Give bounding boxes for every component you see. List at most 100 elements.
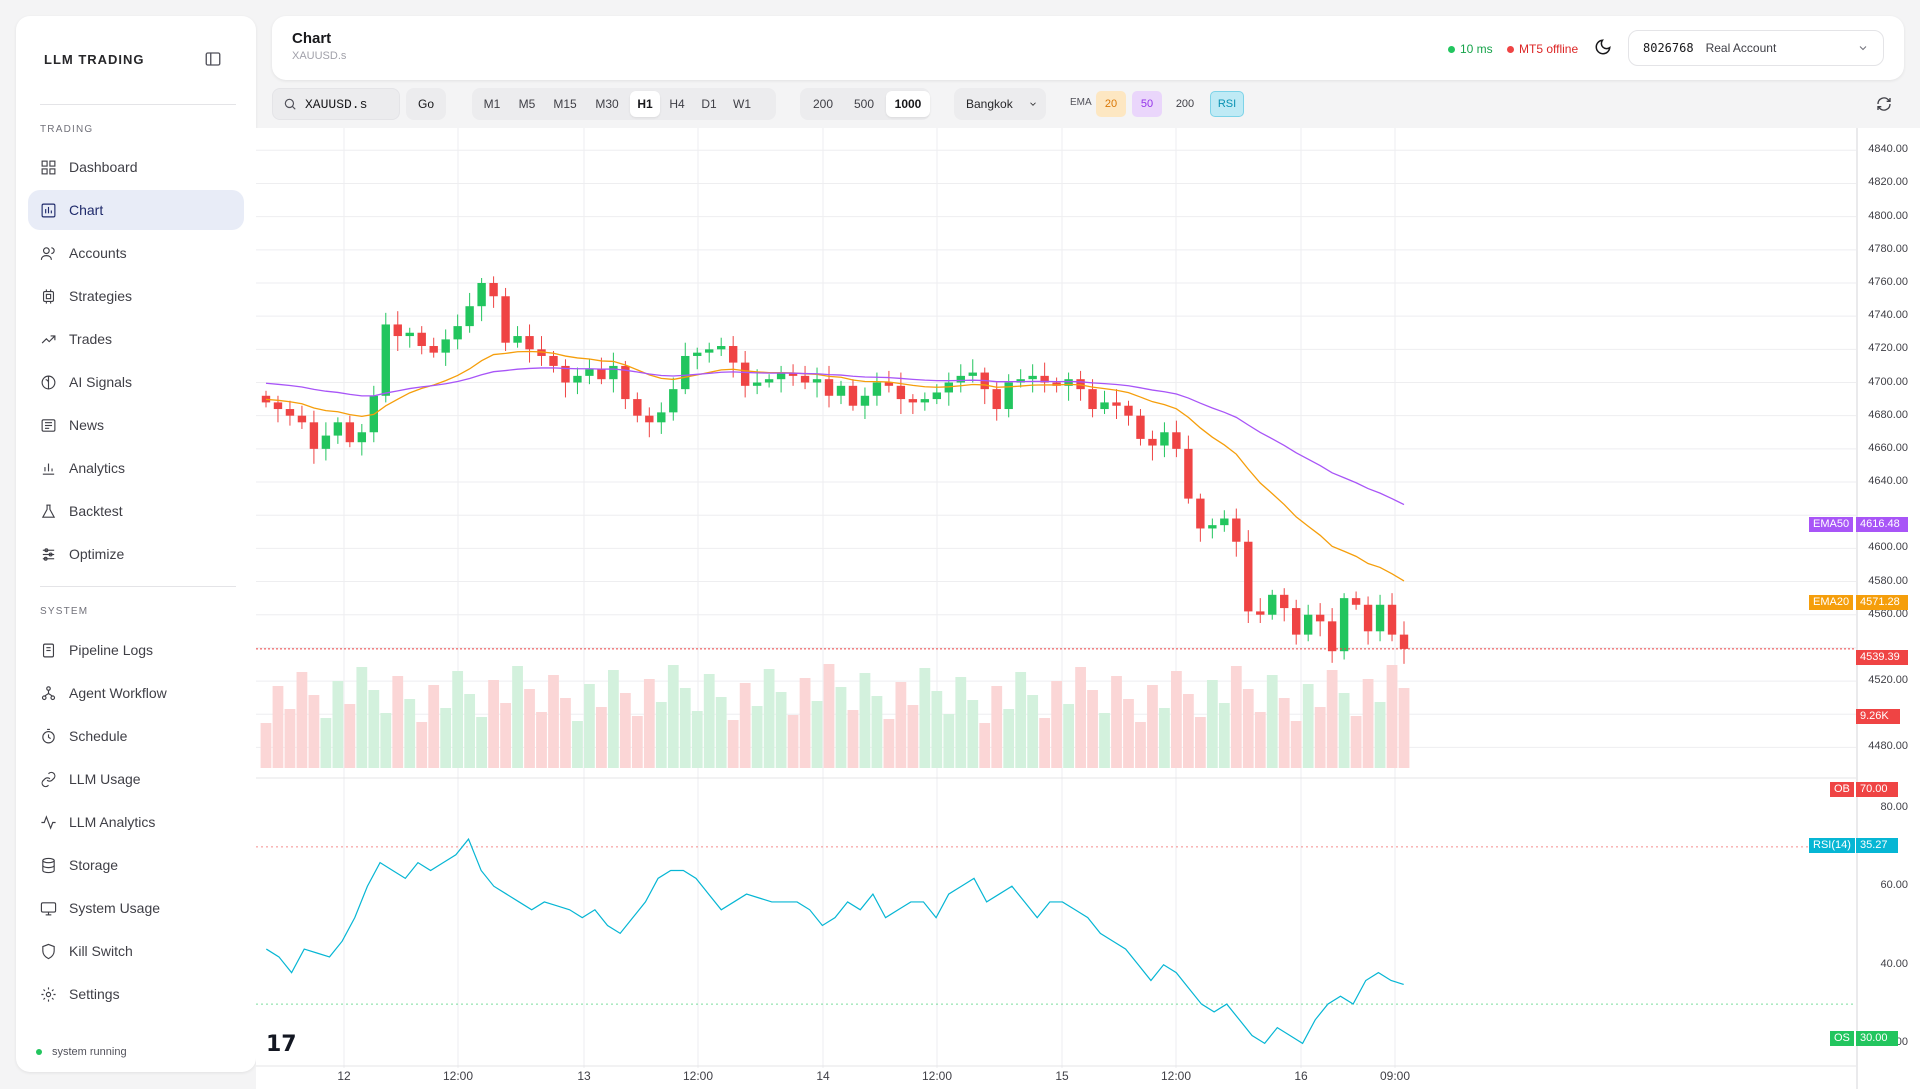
sidebar-item-ai-signals[interactable]: AI Signals xyxy=(28,362,244,402)
candle-body xyxy=(1303,614,1313,635)
volume-bar xyxy=(883,719,895,768)
sidebar-item-label: Strategies xyxy=(69,288,133,304)
volume-bar xyxy=(631,716,643,768)
ema200-toggle[interactable]: 200 xyxy=(1175,98,1195,110)
rsi-tick-label: 40.00 xyxy=(1880,957,1908,970)
volume-bar xyxy=(500,703,511,768)
volume-bar xyxy=(1051,681,1063,768)
time-tick-label: 15 xyxy=(1055,1069,1069,1083)
bars-200[interactable]: 200 xyxy=(812,97,834,111)
price-tick-label: 4720.00 xyxy=(1868,342,1908,355)
account-select[interactable]: 8026768 Real Account xyxy=(1628,30,1884,66)
users-icon xyxy=(40,246,55,260)
chart-panel[interactable]: 4840.00 4820.00 4800.00 4780.00 4760.00 4740.… xyxy=(256,128,1920,1089)
volume-bar xyxy=(1206,680,1218,768)
sidebar-item-llm-usage[interactable]: LLM Usage xyxy=(28,759,244,799)
time-tick-label: 13 xyxy=(577,1069,591,1083)
volume-bar xyxy=(979,723,991,768)
volume-bar xyxy=(1338,693,1350,768)
volume-bar xyxy=(859,673,871,768)
price-chart[interactable] xyxy=(256,128,1920,1089)
bars-1000[interactable]: 1000 xyxy=(886,91,930,117)
ema20-line xyxy=(265,350,1405,582)
symbol-search[interactable] xyxy=(272,88,400,120)
sidebar-item-dashboard[interactable]: Dashboard xyxy=(28,147,244,187)
price-tick-label: 4640.00 xyxy=(1868,475,1908,488)
timeframe-d1[interactable]: D1 xyxy=(701,97,717,111)
volume-bar xyxy=(1302,684,1314,768)
timeframe-m5[interactable]: M5 xyxy=(518,97,536,111)
candle-body xyxy=(297,415,307,423)
candle-body xyxy=(800,375,810,383)
candle-body xyxy=(968,372,977,376)
section-label-trading: TRADING xyxy=(40,124,94,135)
sidebar-item-strategies[interactable]: Strategies xyxy=(28,276,244,316)
refresh-icon[interactable] xyxy=(1876,96,1892,112)
volume-bar xyxy=(1123,699,1134,768)
price-tick-label: 4520.00 xyxy=(1868,674,1908,687)
sidebar-item-schedule[interactable]: Schedule xyxy=(28,716,244,756)
sidebar-item-kill-switch[interactable]: Kill Switch xyxy=(28,931,244,971)
ema50-line xyxy=(265,367,1405,506)
sidebar-item-trades[interactable]: Trades xyxy=(28,319,244,359)
volume-bar xyxy=(440,708,452,768)
volume-bar xyxy=(1326,670,1338,768)
sidebar-item-label: Pipeline Logs xyxy=(69,642,154,658)
symbol-input[interactable] xyxy=(305,96,395,112)
timeframe-h4[interactable]: H4 xyxy=(669,97,685,111)
volume-bar xyxy=(452,671,464,768)
bars-500[interactable]: 500 xyxy=(853,97,875,111)
moon-icon[interactable] xyxy=(1594,38,1612,56)
header: Chart XAUUSD.s 10 ms MT5 offline 8026768… xyxy=(272,16,1904,80)
ema20-toggle[interactable]: 20 xyxy=(1096,91,1126,117)
timeframe-m30[interactable]: M30 xyxy=(595,97,619,111)
volume-bar xyxy=(536,712,547,768)
candle-body xyxy=(1399,634,1409,649)
volume-bar xyxy=(739,683,751,768)
timezone-select[interactable]: Bangkok xyxy=(954,88,1046,120)
sidebar-toggle-icon[interactable] xyxy=(204,50,222,68)
volume-tag: 9.26K xyxy=(1856,709,1900,724)
timeframe-m1[interactable]: M1 xyxy=(483,97,501,111)
sidebar-item-label: Storage xyxy=(69,857,119,873)
sidebar-item-llm-analytics[interactable]: LLM Analytics xyxy=(28,802,244,842)
go-button[interactable]: Go xyxy=(406,88,446,120)
sidebar-item-chart[interactable]: Chart xyxy=(28,190,244,230)
candle-body xyxy=(932,392,942,400)
sidebar-item-label: Dashboard xyxy=(69,159,138,175)
time-tick-label: 12:00 xyxy=(921,1069,953,1083)
volume-bar xyxy=(1075,667,1086,768)
volume-bar xyxy=(775,692,787,768)
newspaper-icon xyxy=(41,418,56,432)
sidebar-item-news[interactable]: News xyxy=(28,405,244,445)
candle-body xyxy=(537,349,546,356)
timeframe-m15[interactable]: M15 xyxy=(553,97,577,111)
sidebar-item-analytics[interactable]: Analytics xyxy=(28,448,244,488)
timeframe-w1[interactable]: W1 xyxy=(733,97,751,111)
ema50-toggle[interactable]: 50 xyxy=(1132,91,1162,117)
volume-bar xyxy=(691,711,703,768)
candle-body xyxy=(1387,604,1397,635)
sidebar-item-system-usage[interactable]: System Usage xyxy=(28,888,244,928)
sidebar-item-label: Backtest xyxy=(69,503,123,519)
candle-body xyxy=(597,369,606,380)
volume-bar xyxy=(464,694,476,768)
sidebar-item-pipeline-logs[interactable]: Pipeline Logs xyxy=(28,630,244,670)
rsi-toggle[interactable]: RSI xyxy=(1210,91,1244,117)
sidebar-item-settings[interactable]: Settings xyxy=(28,974,244,1014)
price-tick-label: 4600.00 xyxy=(1868,541,1908,554)
sidebar-item-backtest[interactable]: Backtest xyxy=(28,491,244,531)
timeframe-h1[interactable]: H1 xyxy=(630,91,660,117)
candle-body xyxy=(1016,379,1025,383)
sliders-icon xyxy=(42,547,55,561)
sidebar-item-accounts[interactable]: Accounts xyxy=(28,233,244,273)
sidebar-item-storage[interactable]: Storage xyxy=(28,845,244,885)
candle-body xyxy=(1112,402,1121,406)
database-icon xyxy=(42,857,55,873)
sidebar-item-optimize[interactable]: Optimize xyxy=(28,534,244,574)
sidebar-item-agent-workflow[interactable]: Agent Workflow xyxy=(28,673,244,713)
system-status-text: system running xyxy=(52,1046,127,1058)
rsi-tick-label: 80.00 xyxy=(1880,800,1908,813)
candle-body xyxy=(992,389,1001,410)
volume-bar xyxy=(619,693,631,768)
